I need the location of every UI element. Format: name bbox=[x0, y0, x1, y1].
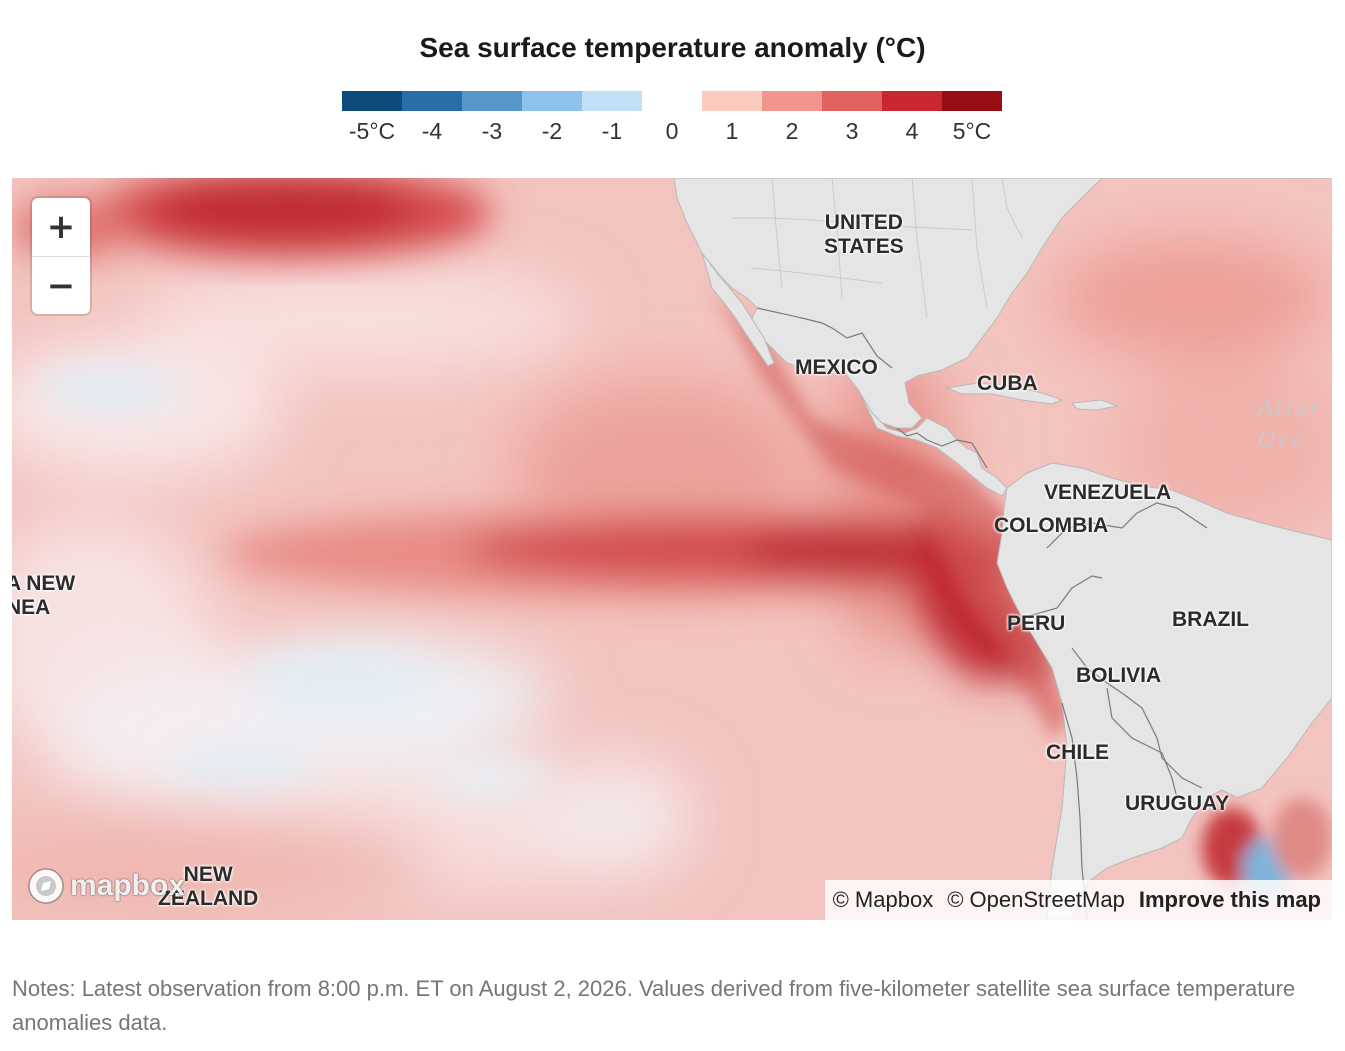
legend-label: -1 bbox=[601, 118, 623, 144]
zoom-out-button[interactable]: − bbox=[32, 256, 90, 315]
label-mexico: MEXICO bbox=[795, 356, 878, 379]
legend-label: -5°C bbox=[348, 118, 396, 144]
label-chile: CHILE bbox=[1046, 741, 1109, 764]
hispaniola-island bbox=[1071, 399, 1119, 411]
legend-swatch bbox=[882, 91, 942, 111]
label-atlantic-ocean: Atlar Oce bbox=[1258, 395, 1323, 453]
country-borders bbox=[756, 307, 1208, 920]
label-uruguay: URUGUAY bbox=[1125, 792, 1230, 815]
legend-label: 3 bbox=[845, 118, 859, 144]
legend-swatch bbox=[942, 91, 1002, 111]
label-brazil: BRAZIL bbox=[1172, 608, 1249, 631]
color-legend bbox=[342, 91, 1002, 111]
zoom-control: + − bbox=[32, 198, 90, 314]
label-new-zealand: NEW ZEALAND bbox=[158, 863, 259, 910]
legend-swatch bbox=[582, 91, 642, 111]
cuba-island bbox=[945, 382, 1064, 405]
label-peru: PERU bbox=[1007, 612, 1066, 635]
legend-swatch bbox=[762, 91, 822, 111]
zoom-in-button[interactable]: + bbox=[46, 207, 76, 247]
coastal-warm-strip bbox=[712, 288, 1072, 738]
anomaly-cool-spots bbox=[42, 364, 552, 800]
attribution-osm-link[interactable]: © OpenStreetMap bbox=[947, 887, 1125, 912]
attribution-mapbox-link[interactable]: © Mapbox bbox=[832, 887, 934, 912]
legend-swatch bbox=[822, 91, 882, 111]
legend-label: -3 bbox=[481, 118, 503, 144]
map-notes: Notes: Latest observation from 8:00 p.m.… bbox=[12, 976, 1296, 1035]
label-united-states: UNITED STATES bbox=[824, 211, 904, 258]
legend-label: 1 bbox=[725, 118, 739, 144]
legend-swatch bbox=[342, 91, 402, 111]
improve-map-link[interactable]: Improve this map bbox=[1138, 887, 1321, 912]
legend-swatch bbox=[522, 91, 582, 111]
label-venezuela: VENEZUELA bbox=[1044, 481, 1172, 504]
legend-labels: -5°C -4 -3 -2 -1 0 1 2 3 4 5°C bbox=[342, 118, 1002, 148]
label-colombia: COLOMBIA bbox=[994, 514, 1109, 537]
legend-swatch bbox=[702, 91, 762, 111]
legend-label: 2 bbox=[785, 118, 799, 144]
north-america-land bbox=[673, 178, 1332, 429]
legend-swatch bbox=[462, 91, 522, 111]
legend-label: -2 bbox=[541, 118, 563, 144]
mapbox-logo-icon bbox=[28, 868, 64, 904]
legend-label: -4 bbox=[421, 118, 443, 144]
legend-label: 0 bbox=[665, 118, 679, 144]
mapbox-logo-text: mapbox bbox=[70, 869, 186, 902]
sst-anomaly-field bbox=[12, 178, 1332, 920]
legend-swatch bbox=[402, 91, 462, 111]
legend-swatch bbox=[642, 91, 702, 111]
legend-label: 4 bbox=[905, 118, 919, 144]
legend-label: 5°C bbox=[952, 118, 992, 144]
label-bolivia: BOLIVIA bbox=[1076, 664, 1162, 687]
south-america-land bbox=[996, 462, 1332, 920]
chart-title: Sea surface temperature anomaly (°C) bbox=[419, 32, 926, 63]
label-cuba: CUBA bbox=[977, 372, 1038, 395]
map-canvas[interactable]: UNITED STATES MEXICO CUBA VENEZUELA COLOM… bbox=[12, 178, 1332, 920]
state-borders bbox=[732, 178, 1023, 319]
mapbox-logo[interactable]: mapbox bbox=[26, 866, 185, 906]
label-papua-new-guinea: A NEW NEA bbox=[12, 572, 76, 619]
baja-california bbox=[701, 252, 775, 367]
map-attribution: © Mapbox © OpenStreetMap Improve this ma… bbox=[824, 880, 1332, 920]
